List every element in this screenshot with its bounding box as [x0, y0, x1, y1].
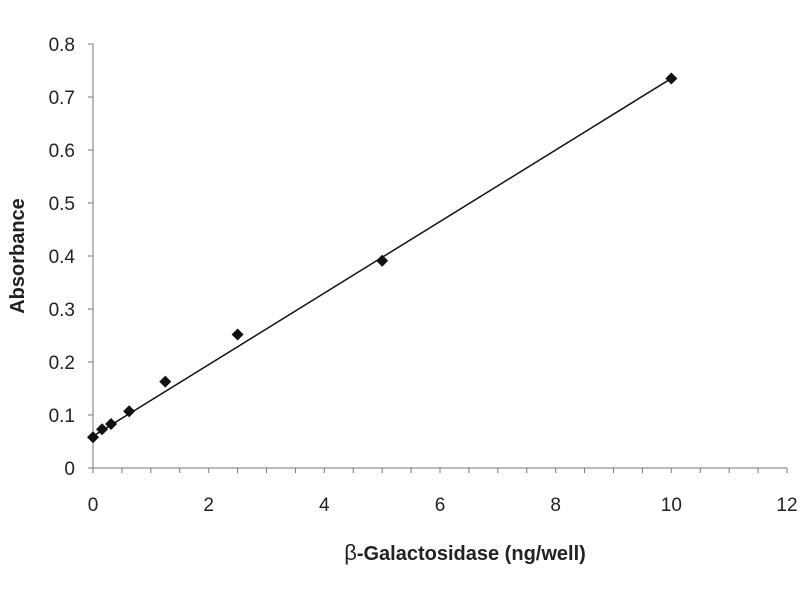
- y-tick-label: 0.4: [49, 247, 76, 268]
- x-tick-label: 2: [203, 495, 214, 516]
- data-point: [665, 72, 678, 85]
- x-tick-label: 6: [435, 495, 446, 516]
- y-tick-label: 0.7: [49, 88, 75, 109]
- y-tick-label: 0.6: [49, 141, 75, 162]
- x-axis-title: β-Galactosidase (ng/well): [344, 540, 586, 565]
- x-axis-title-text: -Galactosidase (ng/well): [357, 543, 586, 565]
- x-tick-label: 12: [776, 495, 797, 516]
- x-tick-label: 4: [319, 495, 330, 516]
- data-point: [159, 375, 172, 388]
- axes: [92, 44, 787, 469]
- x-tick-label: 0: [88, 495, 99, 516]
- y-tick-label: 0: [64, 459, 75, 480]
- tick-labels: 0 0.1 0.2 0.3 0.4 0.5 0.6 0.7 0.8 0 2 4 6 8 10 12: [49, 35, 798, 516]
- y-tick-label: 0.5: [49, 194, 75, 215]
- y-tick-label: 0.2: [49, 353, 75, 374]
- y-tick-label: 0.8: [49, 35, 75, 56]
- x-tick-label: 10: [661, 495, 682, 516]
- data-point: [231, 328, 244, 341]
- data-point: [376, 254, 389, 267]
- x-tick-label: 8: [550, 495, 561, 516]
- data-points: [87, 72, 678, 444]
- data-point: [96, 423, 109, 436]
- y-axis-title: Absorbance: [7, 198, 29, 314]
- x-axis-title-prefix: β: [344, 540, 357, 565]
- y-tick-label: 0.3: [49, 300, 75, 321]
- y-tick-label: 0.1: [49, 406, 75, 427]
- data-point: [87, 431, 99, 444]
- ticks: [88, 43, 788, 473]
- data-point: [105, 418, 118, 431]
- data-point: [123, 405, 136, 418]
